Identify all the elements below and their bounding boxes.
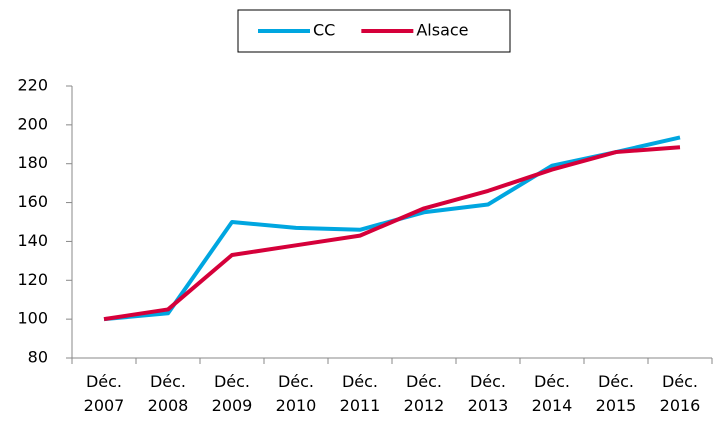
y-tick-label: 120: [17, 270, 48, 289]
x-tick-label: Déc. 2015: [595, 372, 637, 415]
y-tick-label: 80: [28, 348, 48, 367]
x-tick-label: Déc. 2008: [147, 372, 189, 415]
x-tick-label: Déc. 2010: [275, 372, 317, 415]
y-tick-label: 100: [17, 309, 48, 328]
legend-label: CC: [313, 21, 335, 40]
legend-label: Alsace: [416, 21, 468, 40]
y-tick-label: 160: [17, 192, 48, 211]
series-line: [103, 145, 681, 322]
x-tick-label: Déc. 2007: [83, 372, 125, 415]
x-tick-label: Déc. 2012: [403, 372, 445, 415]
y-tick-label: 180: [17, 153, 48, 172]
y-tick-label: 220: [17, 76, 48, 95]
x-tick-label: Déc. 2016: [659, 372, 701, 415]
x-tick-label: Déc. 2014: [531, 372, 573, 415]
y-tick-label: 140: [17, 231, 48, 250]
y-tick-label: 200: [17, 114, 48, 133]
x-tick-label: Déc. 2013: [467, 372, 509, 415]
x-tick-label: Déc. 2009: [211, 372, 253, 415]
x-tick-label: Déc. 2011: [339, 372, 381, 415]
